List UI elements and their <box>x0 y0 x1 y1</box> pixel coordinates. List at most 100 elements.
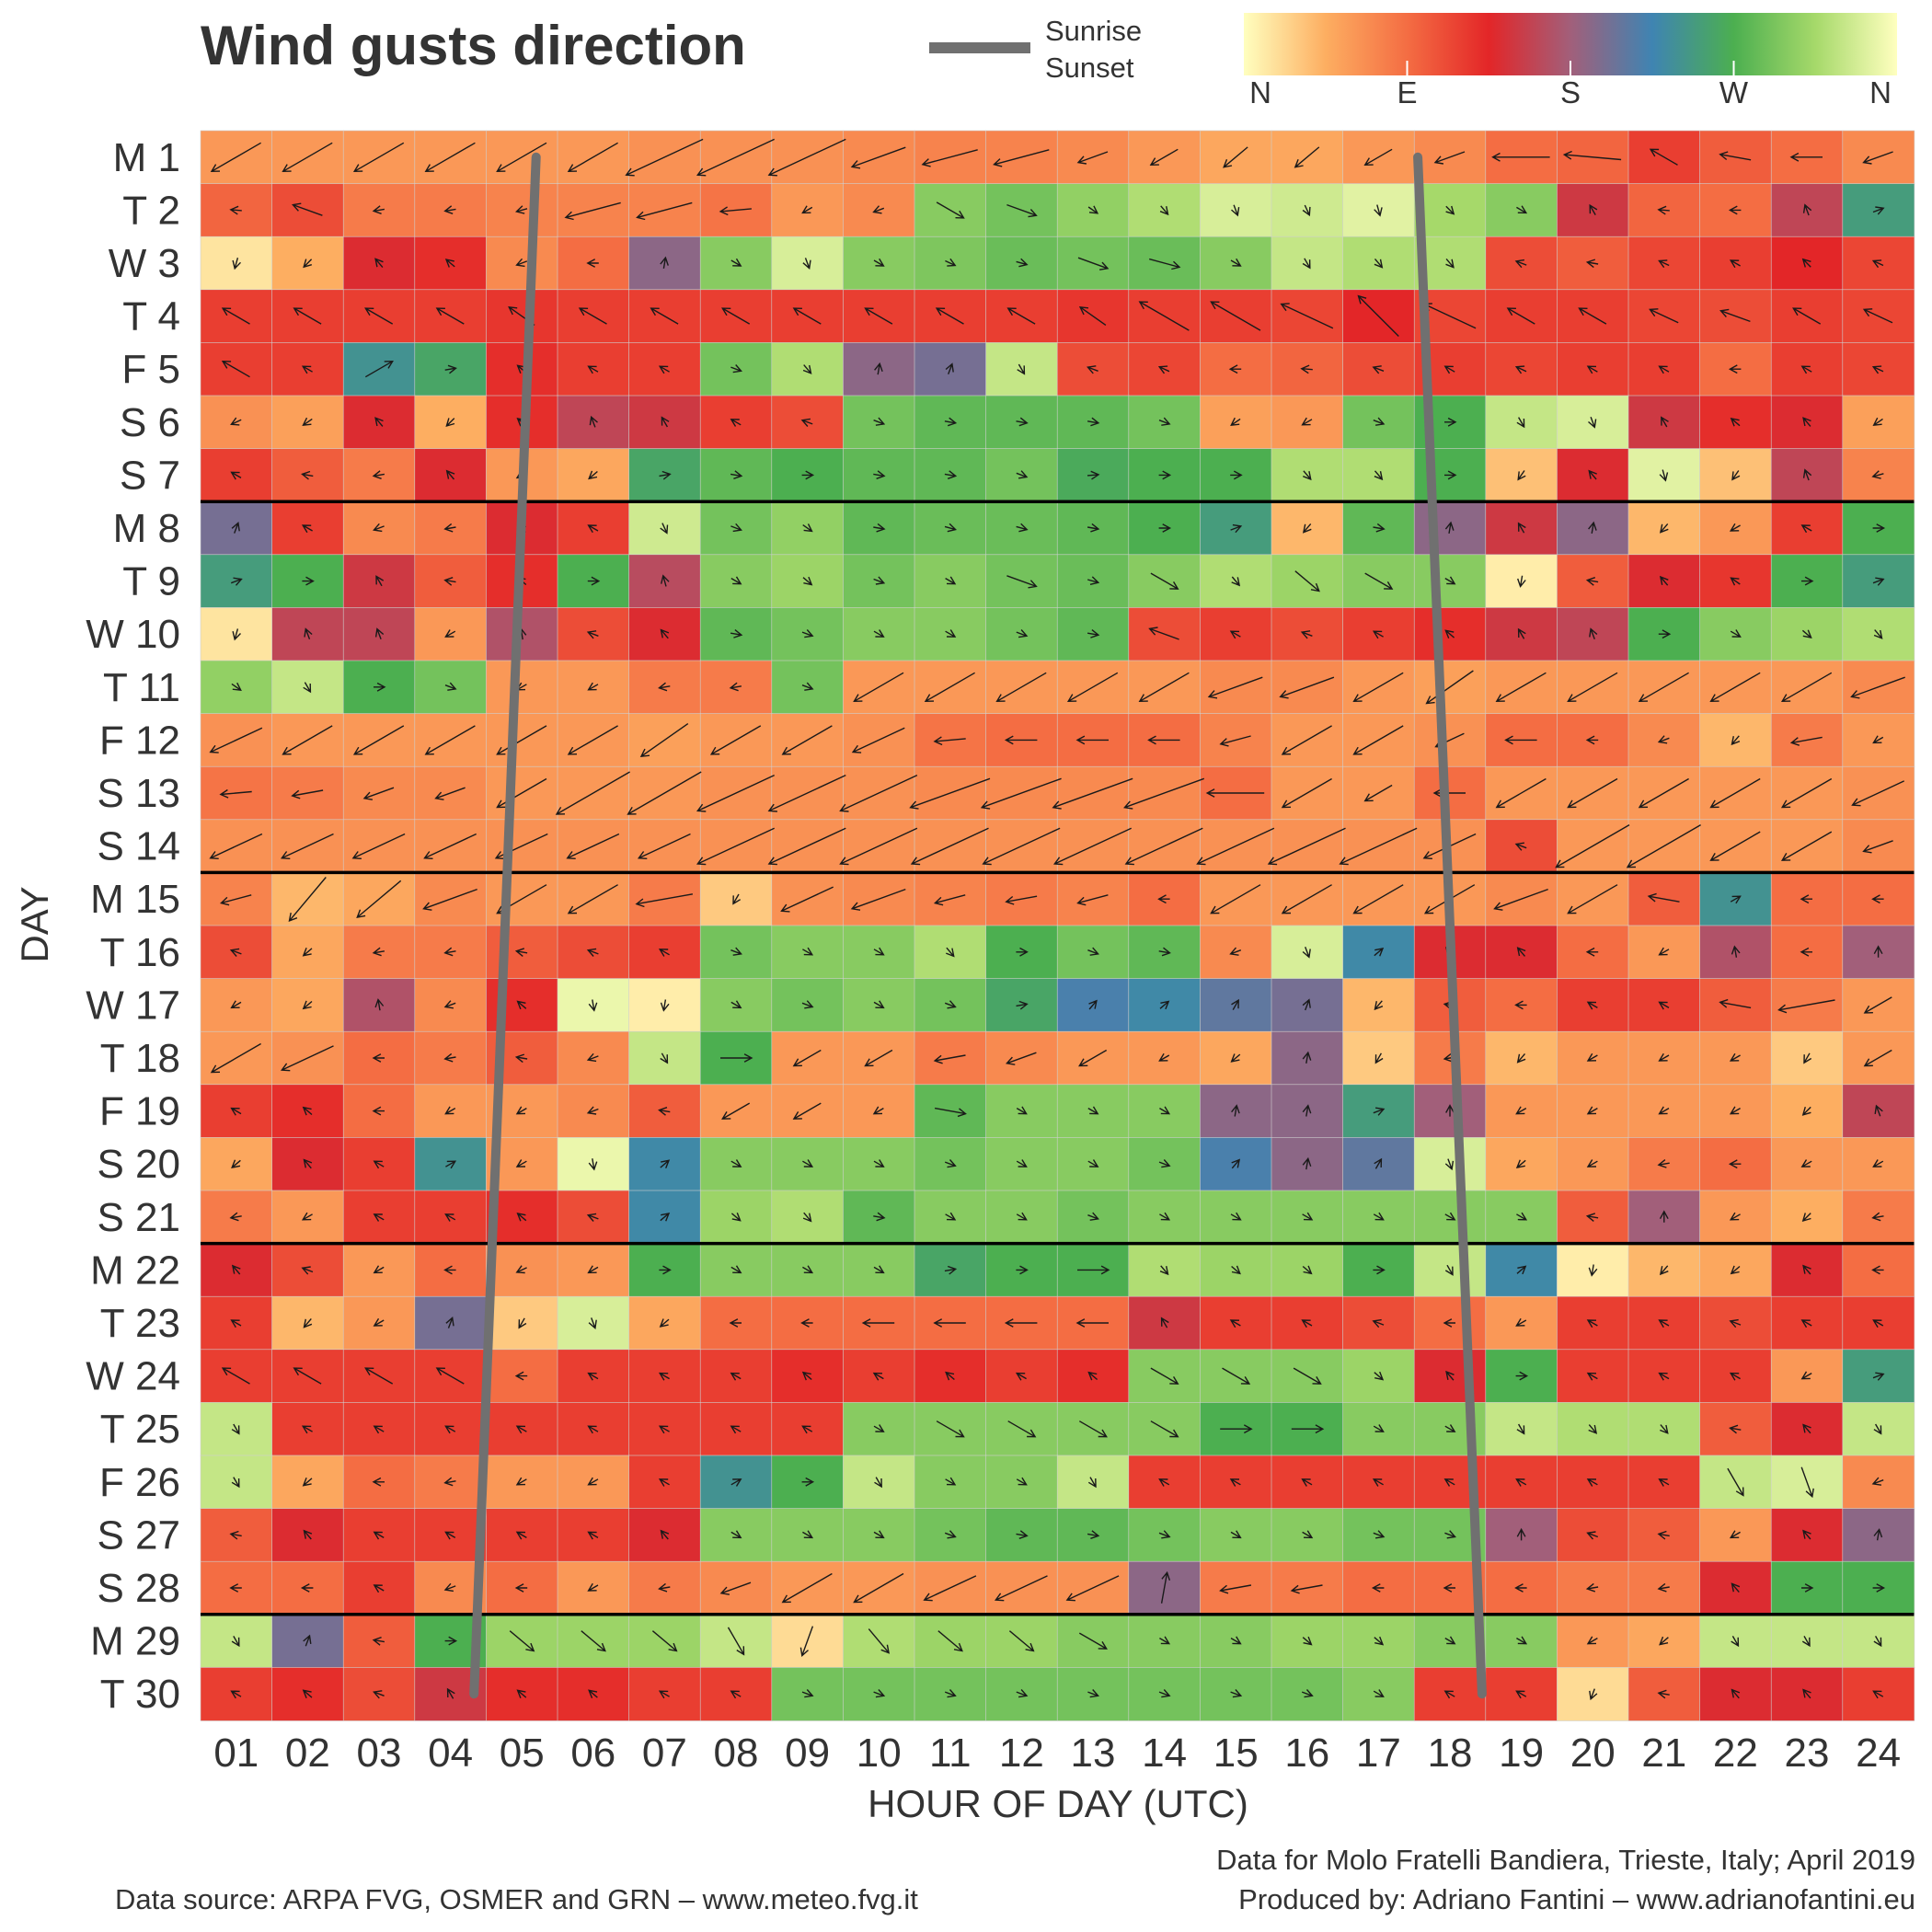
arrow-d6-h6 <box>589 415 598 428</box>
arrow-d10-h20 <box>1589 627 1598 640</box>
arrow-d17-h2 <box>302 1000 313 1010</box>
arrow-d25-h3 <box>373 1425 385 1434</box>
arrow-d29-h18 <box>1444 1636 1456 1645</box>
x-axis-title: HOUR OF DAY (UTC) <box>868 1782 1248 1825</box>
arrow-d26-h1 <box>231 1477 240 1489</box>
arrow-d18-h5 <box>514 1053 528 1064</box>
day-label: T 9 <box>122 559 180 604</box>
day-label: W 24 <box>86 1354 180 1399</box>
arrow-d23-h24 <box>1872 1319 1884 1328</box>
arrow-d20-h10 <box>873 1159 885 1167</box>
arrow-d26-h16 <box>1301 1478 1313 1487</box>
arrow-d25-h8 <box>730 1425 742 1434</box>
arrow-d10-h1 <box>232 628 242 641</box>
arrow-d7-h19 <box>1517 470 1526 481</box>
arrow-d17-h21 <box>1658 1001 1670 1010</box>
arrow-d23-h22 <box>1729 1318 1742 1328</box>
hour-label: 02 <box>285 1731 330 1776</box>
arrow-d9-h7 <box>661 574 670 587</box>
arrow-d21-h15 <box>1230 1212 1242 1221</box>
arrow-d10-h21 <box>1658 629 1672 639</box>
arrow-d7-h10 <box>873 470 886 479</box>
cell-d7-h19 <box>1485 448 1558 503</box>
arrow-d14-h14 <box>1124 827 1203 866</box>
arrow-d15-h1 <box>219 894 252 906</box>
arrow-d1-h21 <box>1649 148 1678 166</box>
arrow-d18-h14 <box>1158 1052 1170 1062</box>
arrow-d14-h13 <box>1052 827 1132 866</box>
arrow-d1-h17 <box>1363 148 1393 167</box>
arrow-d9-h1 <box>230 577 243 586</box>
arrow-d19-h4 <box>444 1106 456 1115</box>
arrow-d3-h23 <box>1801 258 1811 268</box>
arrow-d15-h11 <box>933 894 966 906</box>
scale-label-4: N <box>1869 75 1892 109</box>
arrow-d5-h21 <box>1658 365 1670 374</box>
sunset-line <box>1413 152 1487 1699</box>
arrow-d14-h6 <box>566 833 620 859</box>
arrow-d25-h2 <box>301 1425 313 1434</box>
arrow-d27-h11 <box>944 1530 957 1539</box>
day-label: T 11 <box>103 665 180 710</box>
arrow-d13-h11 <box>909 777 991 810</box>
arrow-d25-h7 <box>658 1425 670 1434</box>
arrow-d13-h2 <box>291 789 324 799</box>
arrow-d30-h20 <box>1589 1688 1598 1701</box>
arrow-d16-h15 <box>1229 947 1242 956</box>
arrow-d4-h20 <box>1578 307 1607 325</box>
arrow-d4-h14 <box>1138 301 1190 331</box>
arrow-d18-h9 <box>792 1049 822 1067</box>
arrow-d17-h19 <box>1514 1000 1527 1010</box>
arrow-d6-h4 <box>445 418 455 428</box>
arrow-d14-h12 <box>982 827 1061 866</box>
arrow-d16-h13 <box>1087 947 1099 956</box>
arrow-d28-h9 <box>781 1572 833 1604</box>
arrow-d3-h10 <box>873 258 885 267</box>
arrow-d24-h3 <box>364 1367 394 1385</box>
legend-sunrise-label: Sunrise <box>1045 15 1142 47</box>
arrow-d1-h16 <box>1294 146 1320 168</box>
arrow-d2-h14 <box>1159 205 1169 216</box>
arrow-d22-h15 <box>1231 1265 1241 1275</box>
arrow-d24-h23 <box>1800 1371 1812 1380</box>
arrow-d12-h7 <box>639 723 689 758</box>
arrow-d26-h2 <box>302 1478 313 1487</box>
arrow-d21-h23 <box>1801 1213 1811 1223</box>
arrow-d24-h4 <box>435 1367 465 1385</box>
arrow-d13-h1 <box>219 788 252 799</box>
arrow-d24-h15 <box>1222 1367 1251 1385</box>
arrow-d1-h12 <box>993 149 1050 167</box>
arrow-d5-h20 <box>1586 365 1598 374</box>
arrow-d30-h7 <box>658 1690 670 1699</box>
arrow-d27-h20 <box>1586 1531 1599 1540</box>
arrow-d2-h7 <box>636 201 693 221</box>
arrow-d25-h17 <box>1373 1424 1385 1432</box>
arrow-d23-h7 <box>659 1318 670 1328</box>
arrow-d7-h23 <box>1802 468 1812 481</box>
arrow-d15-h8 <box>732 893 742 905</box>
arrow-d24-h19 <box>1515 1371 1529 1381</box>
arrow-d1-h19 <box>1491 152 1550 162</box>
arrow-d8-h22 <box>1729 523 1741 532</box>
arrow-d25-h18 <box>1444 1424 1456 1432</box>
arrow-d23-h5 <box>518 1317 527 1329</box>
arrow-d17-h23 <box>1777 999 1835 1014</box>
arrow-d12-h1 <box>209 727 263 753</box>
arrow-d19-h9 <box>792 1102 822 1120</box>
arrow-d1-h23 <box>1789 152 1823 162</box>
arrow-d1-h13 <box>1076 151 1109 165</box>
arrow-d18-h16 <box>1302 1051 1312 1064</box>
arrow-d2-h22 <box>1728 205 1742 215</box>
arrow-d1-h18 <box>1433 151 1466 165</box>
arrow-d22-h7 <box>659 1265 672 1275</box>
arrow-d18-h3 <box>372 1053 385 1063</box>
arrow-d1-h2 <box>282 142 333 173</box>
arrow-d1-h7 <box>625 138 704 177</box>
arrow-d26-h19 <box>1515 1478 1527 1487</box>
hour-label: 11 <box>929 1731 972 1776</box>
arrow-d29-h9 <box>799 1626 814 1657</box>
cell-d1-h24 <box>1842 130 1915 185</box>
arrow-d28-h19 <box>1514 1583 1527 1593</box>
arrow-d7-h15 <box>1230 470 1243 480</box>
